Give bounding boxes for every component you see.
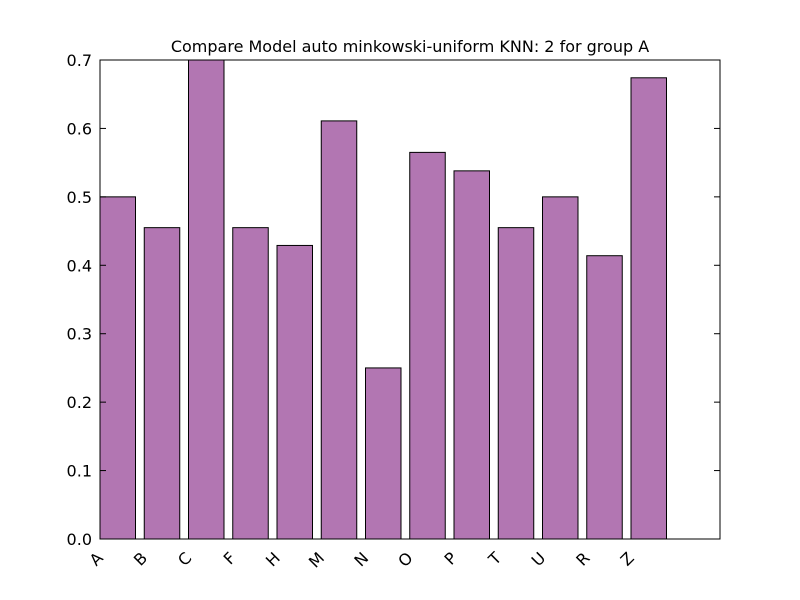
y-tick-label: 0.1 <box>67 462 92 481</box>
x-tick-label: H <box>262 548 284 570</box>
x-tick-label: M <box>305 548 328 571</box>
bar-b <box>143 227 181 540</box>
y-tick-label: 0.4 <box>67 256 92 275</box>
y-tick-label: 0.2 <box>67 393 92 412</box>
x-tick-label: B <box>130 548 151 569</box>
y-tick-label: 0.5 <box>67 188 92 207</box>
x-tick-label: F <box>220 548 240 568</box>
bar-n <box>365 367 402 540</box>
x-tick-label: N <box>350 548 372 570</box>
bars-group <box>99 59 667 540</box>
bar-r <box>586 255 623 540</box>
bar-a <box>99 196 136 540</box>
y-tick-label: 0.6 <box>67 119 92 138</box>
x-tick-label: U <box>528 548 550 570</box>
plot-frame <box>99 59 721 540</box>
y-tick-label: 0.3 <box>67 325 92 344</box>
y-tick-label: 0.0 <box>67 530 92 549</box>
x-tick-label: R <box>572 548 593 569</box>
x-tick-label: T <box>484 548 505 569</box>
bar-f <box>232 227 269 540</box>
bar-o <box>409 151 446 540</box>
bar-u <box>542 196 579 540</box>
bar-c <box>188 59 225 540</box>
y-tick-label: 0.7 <box>67 51 92 70</box>
chart-title: Compare Model auto minkowski-uniform KNN… <box>171 37 649 56</box>
x-tick-label: O <box>394 548 416 570</box>
y-axis: 0.0 0.1 0.2 0.3 0.4 0.5 0.6 0.7 <box>67 51 720 549</box>
x-tick-label: Z <box>617 548 638 569</box>
bar-p <box>453 170 490 540</box>
x-tick-label: P <box>441 548 462 569</box>
bar-z <box>630 77 667 540</box>
bar-t <box>497 227 535 540</box>
x-tick-label: A <box>86 548 107 569</box>
bar-m <box>320 120 358 540</box>
bar-h <box>276 244 313 540</box>
x-tick-label: C <box>174 548 195 569</box>
